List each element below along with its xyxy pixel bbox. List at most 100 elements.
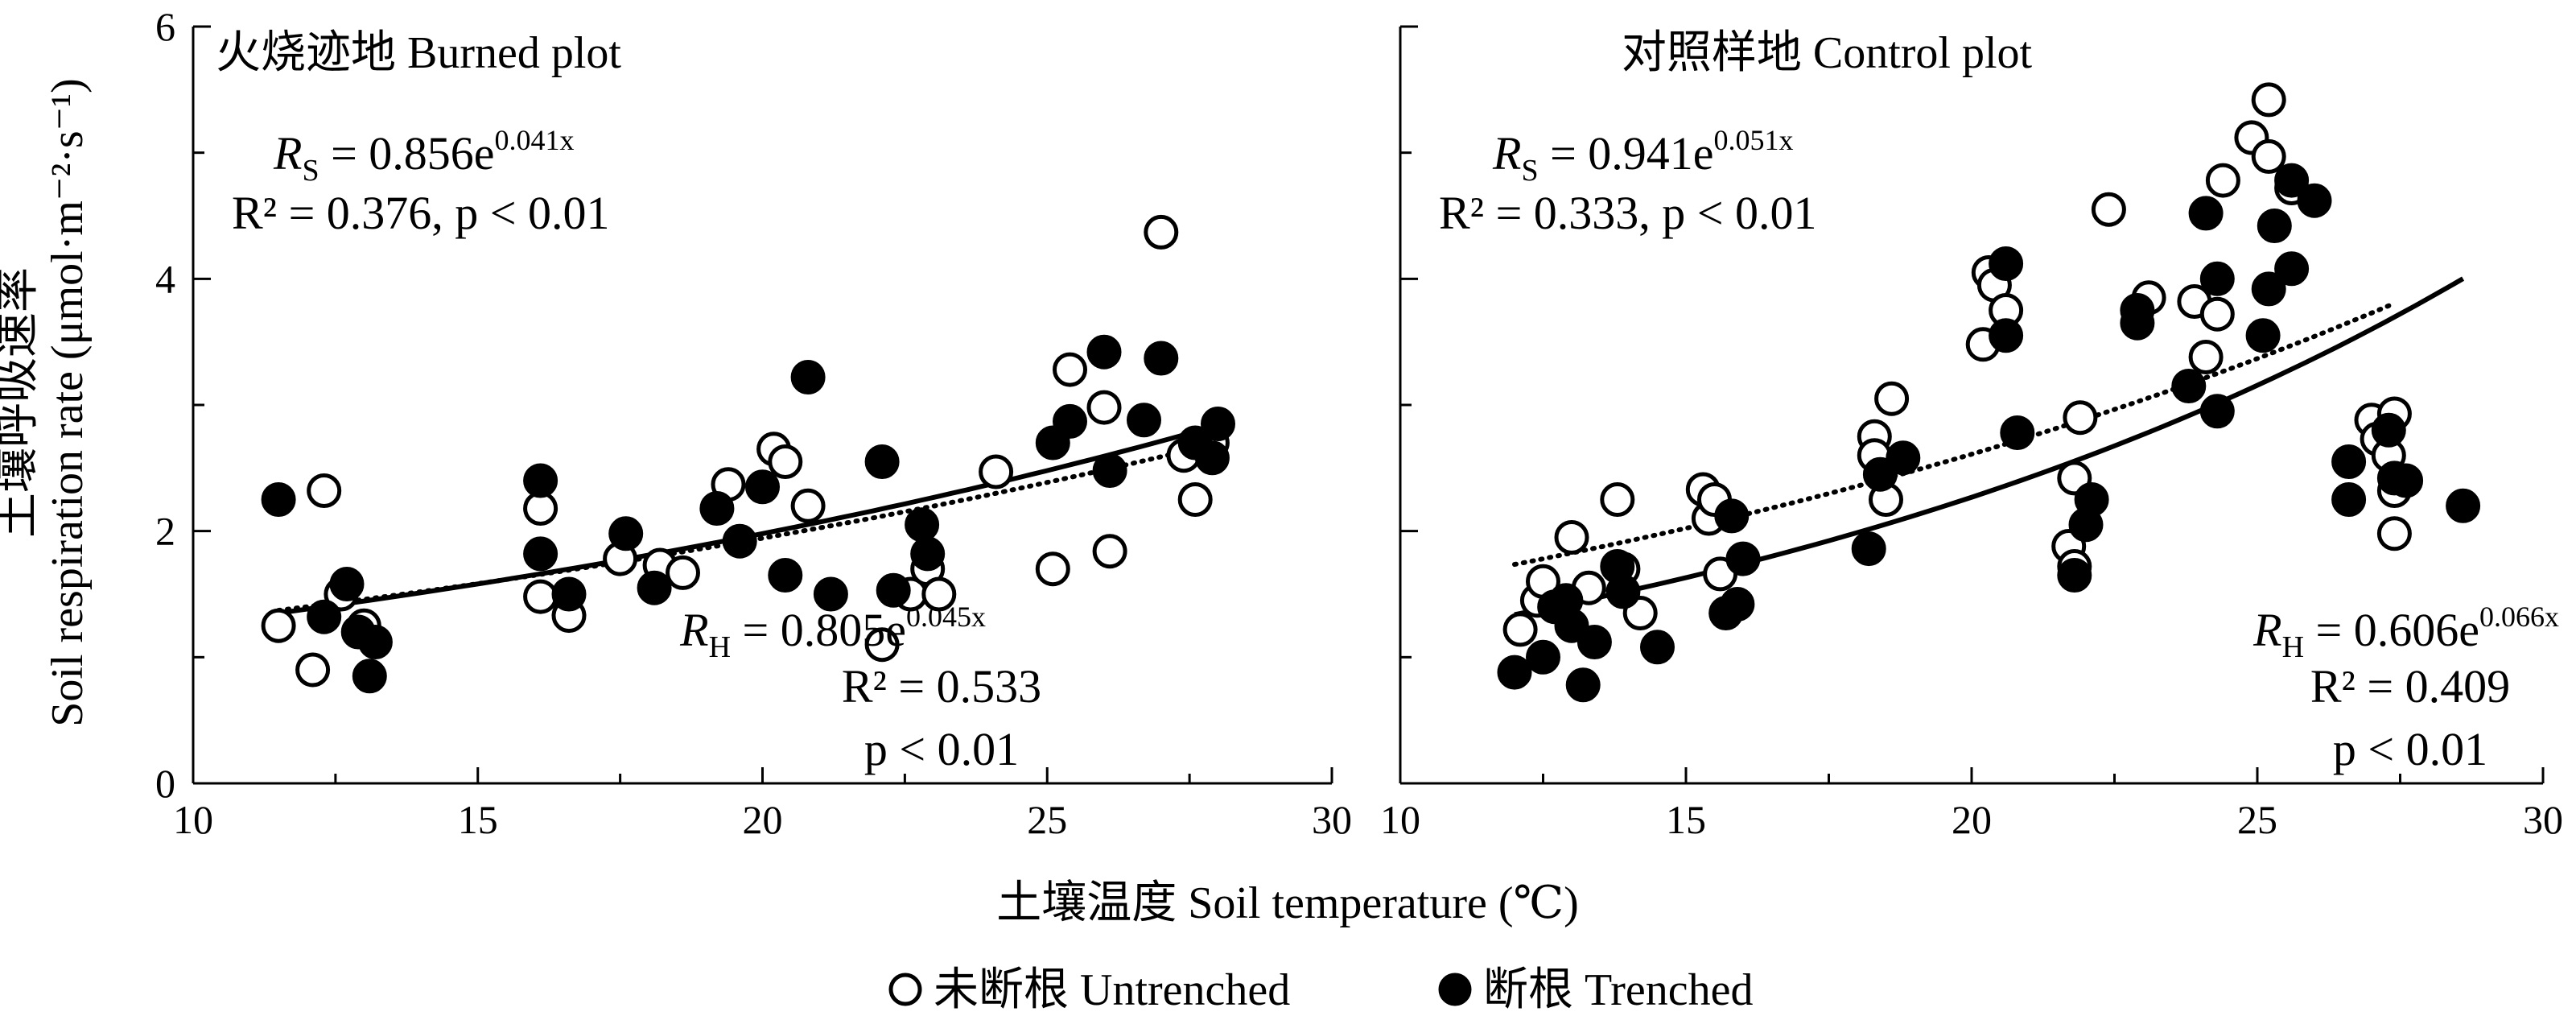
burned-untrenched-point <box>979 454 1014 489</box>
burned-plot-title: 火烧迹地 Burned plot <box>216 28 621 78</box>
control-plot-fit-lines <box>1512 276 2465 617</box>
burned-trenched-point <box>813 576 848 612</box>
burned-trenched-point <box>1144 341 1179 376</box>
burned-trenched-point <box>1092 453 1127 488</box>
control-trenched-point <box>1554 608 1589 643</box>
burned-y-tick-label: 4 <box>155 256 175 301</box>
control-trenched-point <box>1577 625 1612 659</box>
burned-x-tick-label: 30 <box>1312 797 1352 842</box>
burned-trenched-point <box>307 599 342 634</box>
burned-trenched-point <box>352 659 387 694</box>
control-untrenched-point <box>2251 138 2286 174</box>
burned-trenched-point <box>637 570 672 605</box>
control-trenched-point <box>2171 369 2207 403</box>
burned-trenched-point <box>864 444 900 479</box>
control-plot-panel: 对照样地 Control plot 10 15 20 25 30 RS = 0.941e… <box>1380 25 2563 842</box>
burned-untrenched-point <box>261 608 296 643</box>
burned-plot-markers <box>261 214 1235 694</box>
control-trenched-point <box>1720 587 1755 622</box>
control-untrenched-point <box>2091 192 2126 227</box>
control-untrenched-point <box>1874 381 1910 416</box>
control-trenched-point <box>1526 639 1560 675</box>
burned-untrenched-point <box>1177 482 1213 517</box>
control-rh-p: p < 0.01 <box>2333 723 2487 775</box>
control-x-tick-label: 30 <box>2523 797 2563 842</box>
control-trenched-point <box>2245 318 2281 353</box>
burned-trenched-point <box>722 523 757 559</box>
burned-x-tick-label: 20 <box>743 797 783 842</box>
control-trenched-point <box>2000 415 2035 450</box>
burned-untrenched-point <box>1035 551 1070 587</box>
control-trenched-point <box>1714 498 1750 534</box>
burned-plot-panel: 火烧迹地 Burned plot 0 2 4 6 10 15 20 25 30 RS = 0.8… <box>155 4 1352 842</box>
control-untrenched-point <box>2188 340 2224 374</box>
control-x-tick-label: 10 <box>1380 797 1420 842</box>
burned-trenched-point <box>876 572 911 608</box>
control-trenched-point <box>2074 482 2109 517</box>
control-untrenched-point <box>2251 82 2286 118</box>
control-trenched-point <box>2446 488 2481 523</box>
burned-y-tick-label: 0 <box>155 761 175 806</box>
control-trenched-point <box>1565 667 1601 703</box>
burned-plot-axes: 0 2 4 6 10 15 20 25 30 <box>155 4 1352 842</box>
legend-untrenched-label: 未断根 Untrenched <box>934 965 1290 1015</box>
y-axis-title-en: Soil respiration rate (μmol·m⁻²·s⁻¹) <box>43 78 93 726</box>
burned-trenched-point <box>261 482 296 517</box>
legend-trenched-label: 断根 Trenched <box>1483 965 1753 1015</box>
burned-trenched-point <box>1053 403 1087 439</box>
burned-trenched-point <box>905 507 940 543</box>
control-rs-equation: RS = 0.941e0.051x <box>1492 124 1794 188</box>
control-untrenched-fit-line <box>1512 300 2397 568</box>
control-x-tick-label: 15 <box>1666 797 1706 842</box>
control-rh-equation: RH = 0.606e0.066x <box>2252 601 2559 664</box>
burned-untrenched-point <box>1144 214 1179 250</box>
burned-trenched-point <box>608 516 644 551</box>
burned-trenched-point <box>1194 440 1230 476</box>
burned-trenched-point <box>768 558 803 593</box>
control-trenched-point <box>2331 482 2367 517</box>
control-trenched-fit-line <box>1514 276 2465 617</box>
control-trenched-point <box>2297 183 2332 218</box>
burned-rs-stats: R² = 0.376, p < 0.01 <box>232 187 610 239</box>
control-trenched-point <box>2257 209 2292 243</box>
burned-plot-fit-lines <box>276 423 1221 616</box>
control-trenched-point <box>2057 558 2092 593</box>
burned-rs-equation: RS = 0.856e0.041x <box>273 124 575 188</box>
control-trenched-point <box>2274 251 2310 287</box>
control-trenched-point <box>1640 630 1675 665</box>
control-trenched-point <box>1989 318 2024 353</box>
control-trenched-point <box>2274 163 2310 198</box>
burned-x-tick-label: 25 <box>1027 797 1067 842</box>
control-trenched-point <box>1605 574 1641 609</box>
control-trenched-point <box>2331 444 2367 479</box>
control-plot-markers <box>1497 82 2481 703</box>
burned-rh-equation: RH = 0.805e0.045x <box>679 601 986 664</box>
burned-rh-r2: R² = 0.533 <box>842 660 1041 712</box>
control-rs-stats: R² = 0.333, p < 0.01 <box>1439 187 1817 239</box>
burned-trenched-point <box>523 463 558 498</box>
control-plot-title: 对照样地 Control plot <box>1622 28 2033 78</box>
burned-untrenched-point <box>790 488 826 523</box>
burned-trenched-point <box>551 576 587 612</box>
burned-rh-p: p < 0.01 <box>864 723 1019 775</box>
burned-y-tick-label: 6 <box>155 4 175 49</box>
burned-untrenched-point <box>1086 390 1122 425</box>
control-trenched-point <box>1862 456 1898 492</box>
control-trenched-point <box>1989 246 2024 281</box>
control-trenched-point <box>2199 394 2235 429</box>
burned-trenched-point <box>523 536 558 572</box>
control-x-tick-label: 20 <box>1952 797 1992 842</box>
control-rh-r2: R² = 0.409 <box>2310 660 2510 712</box>
burned-y-tick-label: 2 <box>155 509 175 554</box>
burned-trenched-point <box>329 567 365 601</box>
y-axis-title-group: 土壤呼吸速率 Soil respiration rate (μmol·m⁻²·s… <box>0 78 93 726</box>
control-trenched-point <box>2199 261 2235 296</box>
burned-untrenched-point <box>768 444 803 479</box>
control-trenched-point <box>1725 541 1761 576</box>
y-axis-title-cn: 土壤呼吸速率 <box>0 267 43 538</box>
burned-x-tick-label: 15 <box>458 797 498 842</box>
control-trenched-point <box>1886 440 1921 476</box>
control-trenched-point <box>2120 293 2155 328</box>
burned-untrenched-point <box>921 576 957 612</box>
burned-trenched-point <box>1201 407 1235 441</box>
